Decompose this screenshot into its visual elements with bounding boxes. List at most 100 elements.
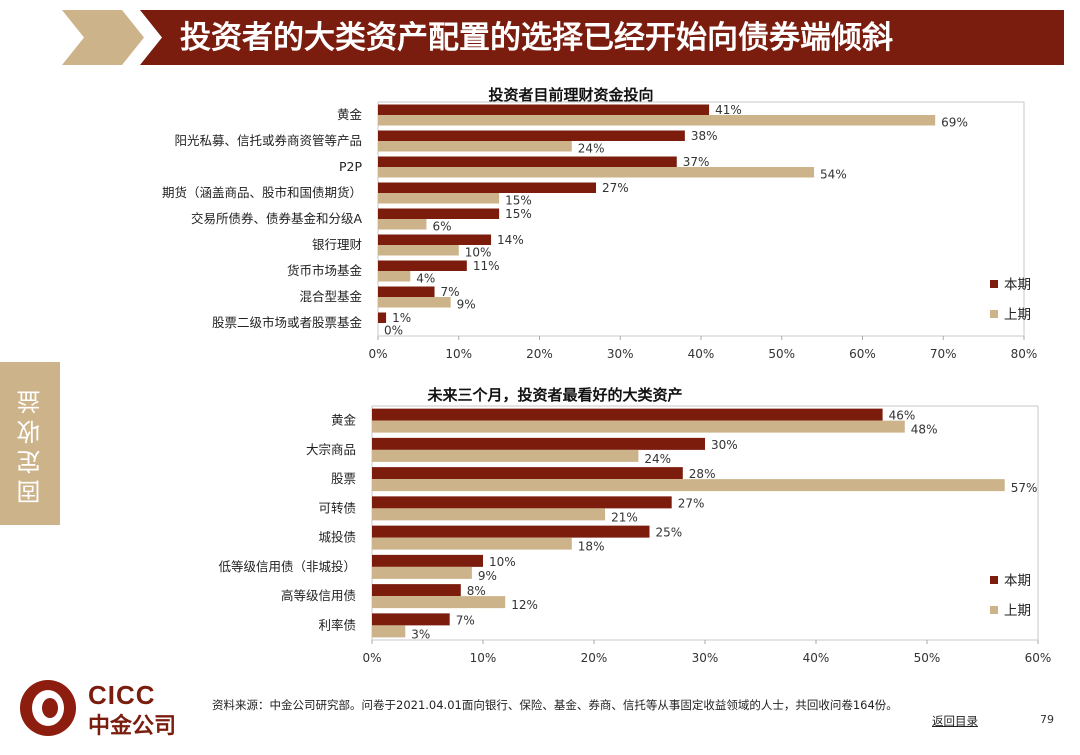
- bar-previous: [372, 449, 639, 462]
- data-label-current: 15%: [505, 207, 532, 221]
- data-label-previous: 6%: [432, 220, 451, 234]
- x-tick-label: 40%: [688, 347, 715, 361]
- data-label-previous: 54%: [820, 168, 847, 182]
- category-label: 黄金: [331, 413, 357, 428]
- bar-current: [372, 496, 672, 509]
- bar-previous: [378, 167, 815, 178]
- bar-current: [378, 182, 597, 193]
- data-label-previous: 24%: [578, 142, 605, 156]
- chart-title: 投资者目前理财资金投向: [488, 86, 653, 104]
- logo-cn-text: 中金公司: [88, 714, 177, 739]
- category-label: 期货（涵盖商品、股市和国债期货）: [162, 185, 362, 200]
- legend-label-previous: 上期: [1004, 603, 1031, 619]
- bar-previous: [378, 271, 411, 282]
- data-label-current: 10%: [489, 555, 516, 569]
- category-label: 交易所债券、债券基金和分级A: [191, 211, 363, 226]
- category-label: 可转债: [318, 500, 356, 515]
- data-label-current: 46%: [889, 409, 916, 423]
- category-label: 货币市场基金: [287, 263, 363, 278]
- data-label-previous: 21%: [611, 510, 638, 524]
- bar-current: [378, 260, 467, 271]
- x-tick-label: 0%: [362, 651, 381, 665]
- bar-current: [372, 584, 461, 597]
- data-label-previous: 9%: [457, 298, 476, 312]
- category-label: 阳光私募、信托或券商资管等产品: [174, 133, 362, 148]
- data-label-current: 7%: [441, 285, 460, 299]
- data-label-previous: 0%: [384, 324, 403, 338]
- bar-previous: [372, 420, 905, 433]
- x-tick-label: 20%: [581, 651, 608, 665]
- bar-current: [372, 613, 450, 626]
- data-label-current: 25%: [656, 526, 683, 540]
- data-label-current: 37%: [683, 155, 710, 169]
- x-tick-label: 10%: [445, 347, 472, 361]
- category-label: 高等级信用债: [281, 588, 356, 603]
- x-tick-label: 10%: [470, 651, 497, 665]
- x-tick-label: 50%: [914, 651, 941, 665]
- data-label-previous: 18%: [578, 540, 605, 554]
- x-tick-label: 40%: [803, 651, 830, 665]
- data-label-previous: 4%: [416, 272, 435, 286]
- x-tick-label: 60%: [849, 347, 876, 361]
- bar-previous: [372, 537, 572, 550]
- x-tick-label: 20%: [526, 347, 553, 361]
- page-title: 投资者的大类资产配置的选择已经开始向债券端倾斜: [180, 20, 893, 56]
- bar-current: [378, 234, 492, 245]
- bar-current: [372, 554, 483, 567]
- back-to-contents-link[interactable]: 返回目录: [932, 714, 978, 728]
- legend-swatch-previous: [990, 606, 998, 614]
- data-label-current: 28%: [689, 467, 716, 481]
- legend-label-current: 本期: [1004, 277, 1031, 293]
- category-label: 黄金: [337, 107, 363, 122]
- data-label-current: 27%: [602, 181, 629, 195]
- data-label-previous: 12%: [511, 598, 538, 612]
- category-label: 低等级信用债（非城投）: [218, 559, 356, 574]
- data-label-previous: 24%: [644, 452, 671, 466]
- bar-current: [378, 104, 710, 115]
- data-label-current: 7%: [456, 613, 475, 627]
- bar-previous: [372, 508, 606, 521]
- legend-label-previous: 上期: [1004, 307, 1031, 323]
- legend-swatch-current: [990, 280, 998, 288]
- x-tick-label: 60%: [1025, 651, 1052, 665]
- x-tick-label: 80%: [1011, 347, 1038, 361]
- bar-previous: [378, 245, 459, 256]
- bar-previous: [378, 115, 936, 126]
- chart-title: 未来三个月，投资者最看好的大类资产: [426, 386, 682, 404]
- bar-previous: [378, 297, 451, 308]
- bar-current: [372, 408, 883, 421]
- category-label: 大宗商品: [306, 442, 356, 457]
- bar-previous: [372, 479, 1005, 492]
- data-label-previous: 15%: [505, 194, 532, 208]
- bar-current: [378, 130, 685, 141]
- bar-current: [372, 467, 683, 480]
- data-label-current: 27%: [678, 496, 705, 510]
- bar-previous: [372, 596, 506, 609]
- page-number: 79: [1040, 713, 1054, 726]
- data-label-previous: 9%: [478, 569, 497, 583]
- bar-current: [378, 286, 435, 297]
- cicc-logo-icon: [20, 680, 76, 736]
- bar-current: [378, 312, 387, 323]
- category-label: 股票二级市场或者股票基金: [212, 315, 363, 330]
- data-label-current: 38%: [691, 129, 718, 143]
- category-label: 银行理财: [312, 237, 362, 252]
- bar-previous: [372, 625, 406, 638]
- x-tick-label: 70%: [930, 347, 957, 361]
- category-label: P2P: [339, 159, 362, 174]
- data-label-previous: 69%: [941, 116, 968, 130]
- legend-label-current: 本期: [1004, 573, 1031, 589]
- data-label-previous: 3%: [411, 627, 430, 641]
- banner-arrow-icon: [62, 10, 144, 65]
- data-label-previous: 57%: [1011, 481, 1038, 495]
- legend-swatch-current: [990, 576, 998, 584]
- x-tick-label: 0%: [368, 347, 387, 361]
- bar-current: [378, 156, 677, 167]
- data-label-current: 11%: [473, 259, 500, 273]
- bar-previous: [372, 566, 472, 579]
- logo-text: CICC: [88, 680, 156, 710]
- legend-swatch-previous: [990, 310, 998, 318]
- data-label-previous: 48%: [911, 423, 938, 437]
- section-tab[interactable]: 固定收益: [0, 362, 60, 525]
